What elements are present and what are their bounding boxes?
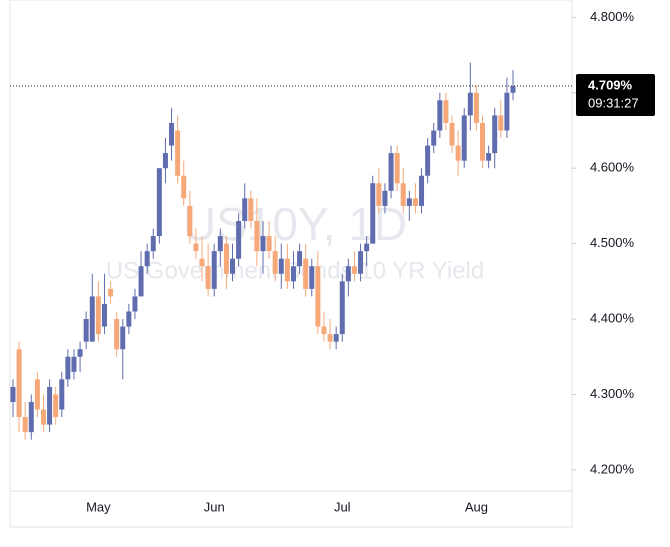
candle-body: [248, 198, 254, 221]
candle-body: [89, 296, 95, 342]
candle-body: [211, 251, 217, 289]
candle-body: [10, 386, 16, 403]
candle-body: [108, 288, 114, 297]
candle-body: [138, 266, 144, 297]
candle-body: [175, 130, 181, 176]
current-time-label: 09:31:27: [588, 95, 639, 110]
candle-body: [419, 175, 425, 206]
candle-body: [77, 349, 83, 357]
candle-body: [382, 190, 388, 206]
candle-body: [34, 379, 40, 410]
x-tick-label: May: [86, 499, 111, 514]
candle-body: [492, 115, 498, 154]
candle-body: [236, 220, 242, 259]
candle-body: [230, 258, 236, 274]
candle-body: [223, 243, 229, 274]
candle-body: [388, 153, 394, 191]
y-tick-label: 4.600%: [590, 160, 635, 175]
current-price-label: 4.709%: [588, 77, 633, 92]
candle-body: [431, 130, 437, 146]
candle-body: [510, 85, 516, 93]
candle-body: [40, 409, 46, 425]
candle-body: [187, 205, 193, 237]
candle-body: [132, 296, 138, 312]
candle-body: [486, 153, 492, 161]
candle-body: [473, 92, 479, 123]
x-tick-label: Aug: [465, 499, 488, 514]
candle-body: [400, 183, 406, 206]
candle-body: [120, 326, 126, 350]
candle-body: [309, 266, 315, 289]
plot-frame: [9, 0, 573, 528]
candle-body: [242, 198, 248, 221]
candles: [10, 62, 516, 440]
candle-body: [22, 417, 28, 433]
candle-body: [437, 100, 443, 131]
candle-body: [266, 236, 272, 252]
candle-body: [254, 220, 260, 252]
candle-body: [376, 183, 382, 206]
candle-body: [95, 296, 101, 335]
candle-body: [333, 334, 339, 342]
candle-body: [321, 326, 327, 335]
candle-body: [272, 251, 278, 274]
candle-body: [181, 175, 187, 199]
candle-body: [498, 115, 504, 131]
candle-body: [504, 92, 510, 131]
x-tick-label: Jul: [334, 499, 351, 514]
candle-body: [101, 303, 107, 327]
candle-body: [114, 319, 120, 350]
candle-body: [59, 379, 65, 410]
candle-body: [303, 258, 309, 289]
candle-body: [358, 251, 364, 274]
price-label-box: [576, 73, 655, 116]
candle-body: [290, 266, 296, 282]
candle-body: [144, 251, 150, 267]
candle-body: [449, 122, 455, 146]
y-tick-label: 4.500%: [590, 235, 635, 250]
candle-body: [315, 266, 321, 327]
candle-body: [169, 122, 175, 146]
candle-body: [284, 258, 290, 282]
candle-body: [205, 266, 211, 289]
candle-body: [327, 334, 333, 342]
candle-body: [394, 153, 400, 184]
candle-body: [406, 198, 412, 206]
candle-body: [193, 243, 199, 252]
candle-body: [28, 402, 34, 433]
candle-body: [162, 153, 168, 169]
candle-body: [156, 168, 162, 237]
candle-body: [71, 356, 77, 372]
candle-body: [65, 356, 71, 380]
candle-body: [53, 394, 59, 418]
y-tick-label: 4.800%: [590, 9, 635, 24]
candle-body: [278, 258, 284, 274]
candle-body: [461, 115, 467, 161]
y-tick-label: 4.400%: [590, 310, 635, 325]
candle-body: [83, 319, 89, 342]
x-tick-label: Jun: [204, 499, 225, 514]
candle-body: [339, 281, 345, 335]
candle-body: [297, 251, 303, 267]
candle-body: [351, 266, 357, 274]
candle-body: [126, 311, 132, 327]
candle-body: [455, 145, 461, 161]
candle-body: [150, 236, 156, 252]
y-tick-label: 4.300%: [590, 386, 635, 401]
candle-body: [217, 236, 223, 252]
candle-body: [345, 266, 351, 282]
candle-body: [364, 243, 370, 252]
candle-body: [425, 145, 431, 176]
candle-body: [467, 92, 473, 116]
candle-body: [16, 349, 22, 418]
candle-body: [260, 236, 266, 252]
candle-body: [47, 386, 53, 425]
y-tick-label: 4.200%: [590, 461, 635, 476]
candle-body: [443, 100, 449, 123]
candle-body: [412, 198, 418, 206]
candle-body: [199, 258, 205, 267]
candle-body: [370, 183, 376, 244]
candle-body: [480, 122, 486, 161]
